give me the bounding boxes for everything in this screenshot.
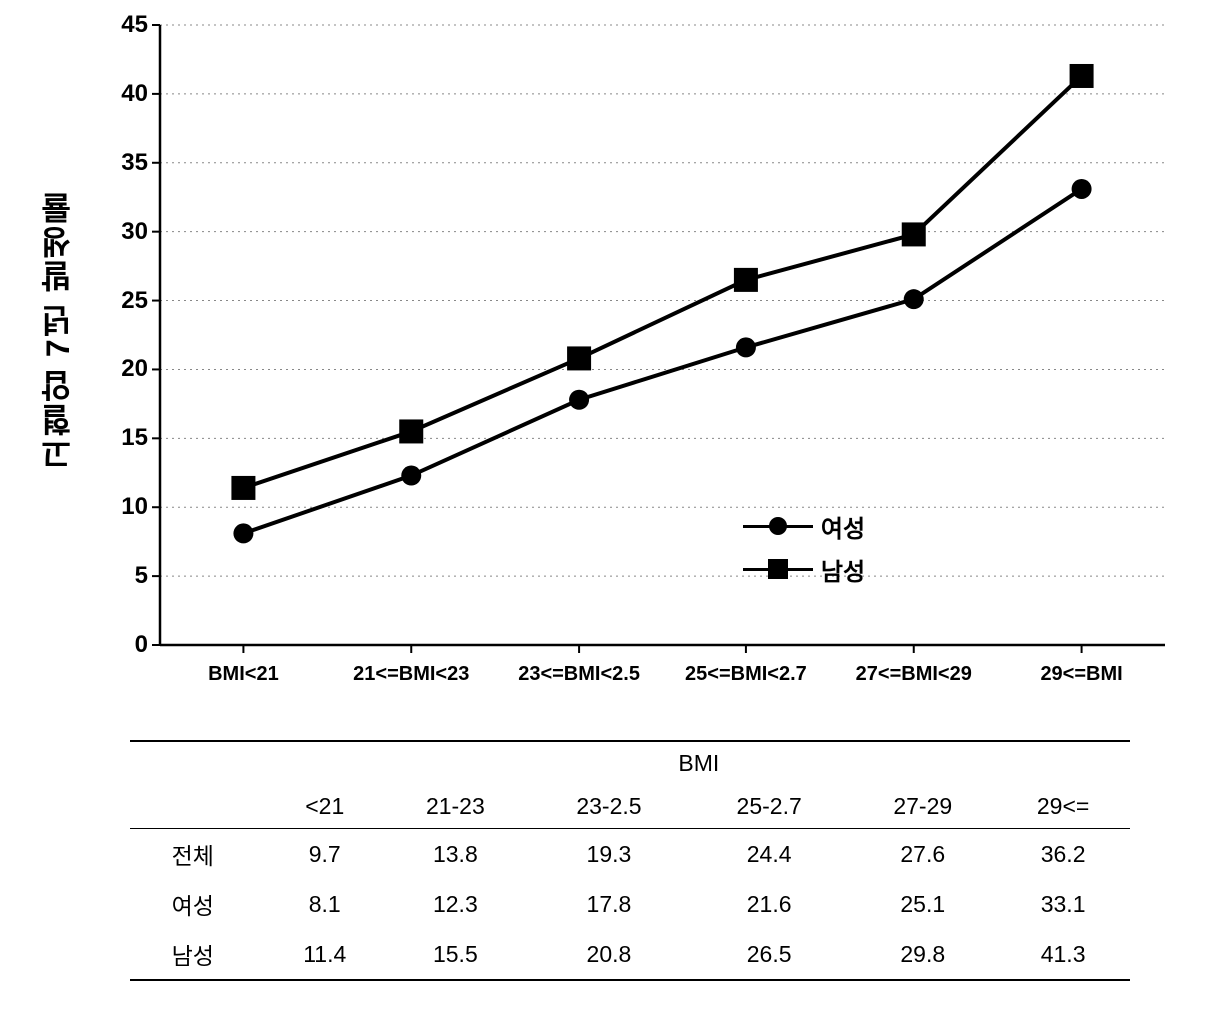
y-tick-label: 10 xyxy=(108,493,148,521)
table-cell: 11.4 xyxy=(268,929,382,980)
table-cell: 21.6 xyxy=(689,879,849,929)
legend-label: 남성 xyxy=(821,552,865,587)
table-cell: 29.8 xyxy=(849,929,996,980)
table-cell: 15.5 xyxy=(382,929,529,980)
chart-svg xyxy=(160,25,1165,645)
legend: 여성남성 xyxy=(743,509,865,595)
table-cell: 41.3 xyxy=(996,929,1130,980)
table-column-header: 29<= xyxy=(996,785,1130,829)
y-tick-label: 40 xyxy=(108,80,148,108)
data-table: BMI <2121-2323-2.525-2.727-2929<= 전체9.71… xyxy=(130,740,1130,981)
x-tick-label: 27<=BMI<29 xyxy=(834,663,994,686)
y-tick-label: 30 xyxy=(108,218,148,246)
table-cell: 33.1 xyxy=(996,879,1130,929)
table-cell: 27.6 xyxy=(849,829,996,880)
table-row-header: 여성 xyxy=(130,879,268,929)
table-cell: 9.7 xyxy=(268,829,382,880)
y-tick-label: 20 xyxy=(108,355,148,383)
y-tick-label: 0 xyxy=(108,631,148,659)
table-column-header: <21 xyxy=(268,785,382,829)
table-cell: 17.8 xyxy=(529,879,689,929)
x-tick-label: 23<=BMI<2.5 xyxy=(499,663,659,686)
table-cell: 20.8 xyxy=(529,929,689,980)
table-row: 여성8.112.317.821.625.133.1 xyxy=(130,879,1130,929)
table-corner-cell xyxy=(130,741,268,785)
table-cell: 12.3 xyxy=(382,879,529,929)
table-cell: 8.1 xyxy=(268,879,382,929)
table-column-header: 23-2.5 xyxy=(529,785,689,829)
table-column-header: 21-23 xyxy=(382,785,529,829)
y-tick-label: 5 xyxy=(108,562,148,590)
y-tick-label: 25 xyxy=(108,287,148,315)
table-column-header: 27-29 xyxy=(849,785,996,829)
x-tick-label: 25<=BMI<2.7 xyxy=(666,663,826,686)
legend-item: 남성 xyxy=(743,552,865,587)
table-cell: 19.3 xyxy=(529,829,689,880)
table-header-title: BMI xyxy=(268,741,1130,785)
table-cell: 24.4 xyxy=(689,829,849,880)
y-tick-label: 15 xyxy=(108,424,148,452)
figure-container: 고혈압 7년 발생률 0 5 10 15 20 25 30 35 40 45 BMI<21 21<=… xyxy=(0,0,1219,1009)
table-row: 전체9.713.819.324.427.636.2 xyxy=(130,829,1130,880)
x-tick-label: BMI<21 xyxy=(163,663,323,686)
y-axis-label: 고혈압 7년 발생률 xyxy=(35,140,81,520)
table-row: 남성11.415.520.826.529.841.3 xyxy=(130,929,1130,980)
legend-label: 여성 xyxy=(821,509,865,544)
table-row-header: 남성 xyxy=(130,929,268,980)
table-cell: 26.5 xyxy=(689,929,849,980)
x-tick-label: 29<=BMI xyxy=(1002,663,1162,686)
y-tick-label: 45 xyxy=(108,11,148,39)
y-tick-label: 35 xyxy=(108,149,148,177)
table-cell: 25.1 xyxy=(849,879,996,929)
table-corner-cell-2 xyxy=(130,785,268,829)
table-cell: 13.8 xyxy=(382,829,529,880)
table-cell: 36.2 xyxy=(996,829,1130,880)
chart-plot-area xyxy=(160,25,1165,645)
table-column-header: 25-2.7 xyxy=(689,785,849,829)
table-row-header: 전체 xyxy=(130,829,268,880)
x-tick-label: 21<=BMI<23 xyxy=(331,663,491,686)
legend-item: 여성 xyxy=(743,509,865,544)
